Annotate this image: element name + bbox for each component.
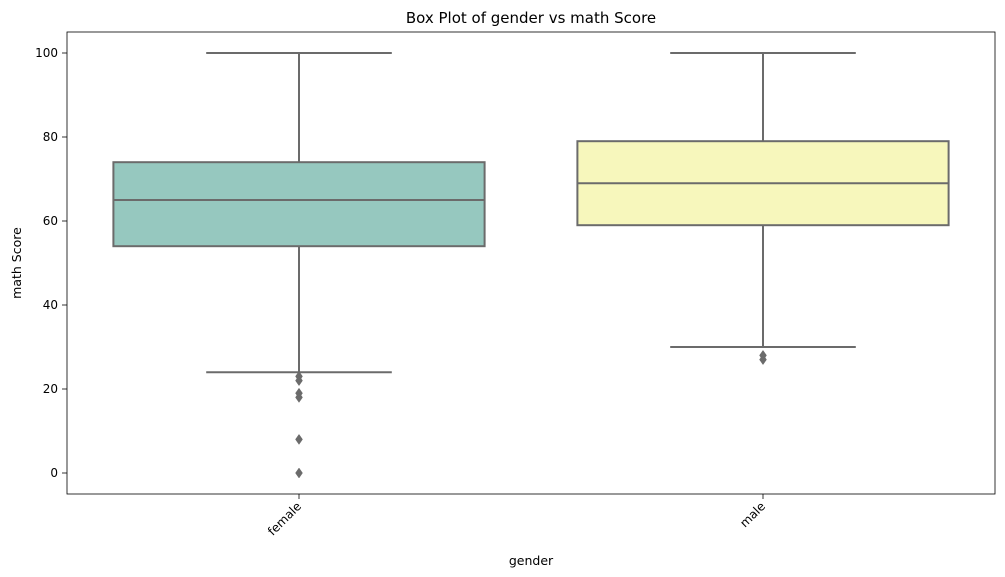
y-tick-label-20: 20 (43, 382, 58, 396)
plot-frame (66, 31, 996, 495)
y-tick-label-100: 100 (35, 46, 58, 60)
outlier-point-female-1 (295, 375, 303, 387)
y-tick-label-80: 80 (43, 130, 58, 144)
outlier-point-female-4 (295, 433, 303, 445)
plot-area (112, 52, 950, 479)
y-tick-label-60: 60 (43, 214, 58, 228)
x-axis: female male (265, 494, 768, 538)
box-group-male (576, 52, 950, 366)
y-tick-label-0: 0 (50, 466, 58, 480)
x-axis-label: gender (509, 553, 554, 568)
y-tick-label-40: 40 (43, 298, 58, 312)
box-group-female (112, 52, 486, 479)
box-female (112, 161, 486, 248)
chart-title: Box Plot of gender vs math Score (406, 9, 656, 27)
x-tick-label-female: female (265, 499, 304, 538)
outlier-point-male-1 (759, 354, 767, 366)
outlier-point-female-5 (295, 467, 303, 479)
x-tick-label-male: male (737, 499, 768, 530)
y-axis: 0 20 40 60 80 100 (35, 46, 67, 480)
y-axis-label: math Score (9, 227, 24, 299)
outlier-point-female-3 (295, 391, 303, 403)
